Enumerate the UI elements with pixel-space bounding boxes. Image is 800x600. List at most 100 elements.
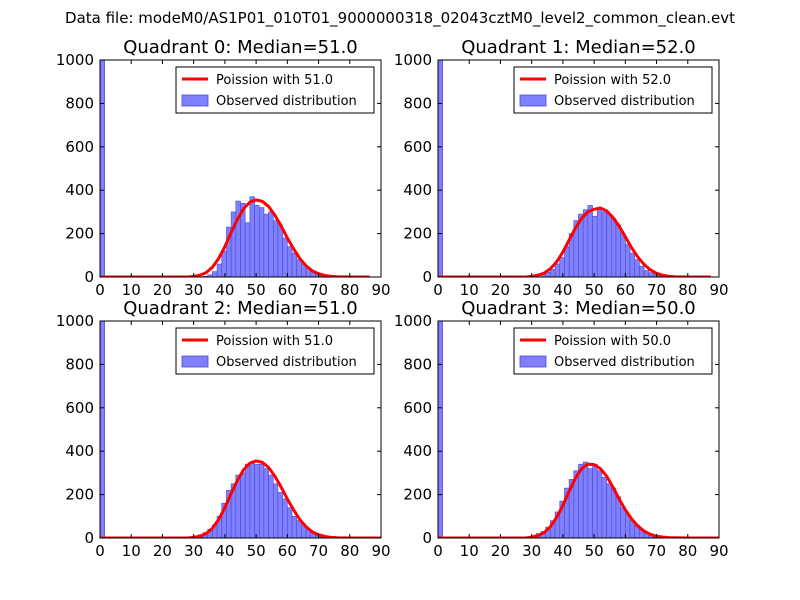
histogram-bar — [291, 252, 297, 277]
histogram-bars — [100, 321, 335, 538]
histogram-bar — [272, 483, 279, 538]
x-tick-label: 50 — [585, 281, 604, 299]
histogram-bar — [639, 265, 645, 277]
histogram-bar — [629, 252, 635, 277]
y-tick-label: 600 — [403, 399, 432, 417]
histogram-bar — [272, 220, 279, 277]
x-tick-label: 10 — [122, 542, 141, 560]
axes-frame — [99, 320, 382, 539]
legend-bar-swatch — [519, 355, 547, 368]
histogram-bar — [643, 270, 650, 277]
x-tick-label: 70 — [309, 281, 328, 299]
legend-bar-label: Observed distribution — [216, 355, 357, 370]
legend-bar-swatch — [181, 94, 209, 107]
x-tick-label: 0 — [95, 281, 105, 299]
histogram-bar — [438, 321, 443, 538]
histogram-bar — [100, 321, 105, 538]
y-tick-label: 800 — [403, 94, 432, 112]
quadrant-0-subplot: 0 10 20 30 40 50 60 70 80 90 0 200 400 600 800 1000 Quad… — [56, 37, 391, 299]
y-tick-label: 800 — [403, 355, 432, 373]
histogram-bar — [212, 271, 218, 277]
x-tick-label: 0 — [95, 542, 105, 560]
histogram-bar — [578, 463, 584, 538]
x-tick-label: 40 — [215, 542, 234, 560]
x-tick-label: 30 — [522, 542, 541, 560]
histogram-bar — [634, 259, 640, 277]
histogram-bar — [244, 463, 251, 538]
histogram-bar — [100, 60, 105, 277]
y-tick-label: 0 — [422, 268, 432, 286]
x-tick-label: 60 — [616, 281, 635, 299]
x-tick-label: 30 — [184, 542, 203, 560]
histogram-bar — [554, 263, 561, 277]
histogram-bar — [263, 468, 269, 538]
x-tick-label: 10 — [460, 542, 479, 560]
subplot-title: Quadrant 0: Median=51.0 — [123, 37, 358, 58]
figure-title: Data file: modeM0/AS1P01_010T01_90000003… — [65, 9, 735, 27]
histogram-bar — [587, 205, 593, 277]
histogram-bar — [268, 211, 274, 277]
x-tick-label: 20 — [491, 281, 510, 299]
histogram-bar — [296, 520, 302, 538]
legend: Poission with 52.0 Observed distribution — [513, 66, 713, 114]
poisson-curve-group — [100, 198, 371, 277]
histogram-bar — [615, 224, 621, 277]
histogram-bar — [601, 476, 607, 538]
y-tick-label: 1000 — [56, 51, 94, 69]
legend-bar-label: Observed distribution — [554, 355, 695, 370]
x-tick-label: 10 — [460, 281, 479, 299]
y-tick-label: 0 — [84, 529, 94, 547]
x-tick-label: 10 — [122, 281, 141, 299]
histogram-bar — [296, 259, 302, 277]
histogram-bar — [596, 209, 603, 277]
y-tick-label: 400 — [403, 181, 432, 199]
legend-bar-label: Observed distribution — [554, 94, 695, 109]
histogram-bar — [592, 215, 598, 277]
histogram-bar — [221, 250, 227, 277]
histogram-bar — [263, 213, 269, 277]
legend-line-label: Poission with 52.0 — [554, 73, 671, 88]
y-tick-label: 800 — [65, 94, 94, 112]
histogram-bar — [601, 211, 607, 277]
poisson-curve-group — [438, 206, 712, 277]
x-tick-label: 70 — [309, 542, 328, 560]
x-tick-label: 0 — [433, 281, 443, 299]
histogram-bar — [620, 507, 626, 538]
poisson-curve — [100, 459, 381, 538]
histogram-bar — [287, 246, 293, 277]
y-tick-label: 200 — [65, 225, 94, 243]
x-tick-label: 90 — [371, 281, 390, 299]
quadrant-1-subplot: 0 10 20 30 40 50 60 70 80 90 0 200 400 600 800 1000 Quad… — [394, 37, 729, 299]
x-tick-label: 70 — [647, 542, 666, 560]
x-tick-label: 40 — [553, 281, 572, 299]
legend-bar-swatch — [181, 355, 209, 368]
histogram-bar — [254, 205, 260, 277]
x-tick-label: 20 — [491, 542, 510, 560]
histogram-bar — [287, 507, 293, 538]
axes-frame — [437, 59, 720, 278]
histogram-bar — [564, 246, 570, 277]
histogram-bar — [596, 470, 603, 538]
histogram-bars — [438, 60, 673, 277]
legend-box — [175, 327, 375, 375]
histogram-bar — [268, 474, 274, 538]
histogram-bar — [258, 463, 265, 538]
x-tick-label: 90 — [709, 281, 728, 299]
quadrant-2-subplot: 0 10 20 30 40 50 60 70 80 90 0 200 400 600 800 1000 Quad… — [56, 298, 391, 560]
poisson-curve — [438, 462, 719, 538]
histogram-bar — [625, 244, 631, 277]
y-tick-label: 0 — [84, 268, 94, 286]
legend-line-label: Poission with 51.0 — [216, 73, 333, 88]
y-tick-label: 600 — [65, 399, 94, 417]
histogram-bar — [610, 218, 617, 277]
legend: Poission with 51.0 Observed distribution — [175, 66, 375, 114]
histogram-bar — [216, 263, 223, 277]
histogram-bar — [559, 257, 565, 277]
x-tick-label: 50 — [247, 281, 266, 299]
y-tick-label: 1000 — [56, 312, 94, 330]
subplot-title: Quadrant 2: Median=51.0 — [123, 298, 358, 319]
histogram-bar — [606, 213, 612, 277]
x-tick-label: 30 — [184, 281, 203, 299]
x-tick-label: 60 — [278, 281, 297, 299]
histogram-bar — [550, 269, 556, 277]
